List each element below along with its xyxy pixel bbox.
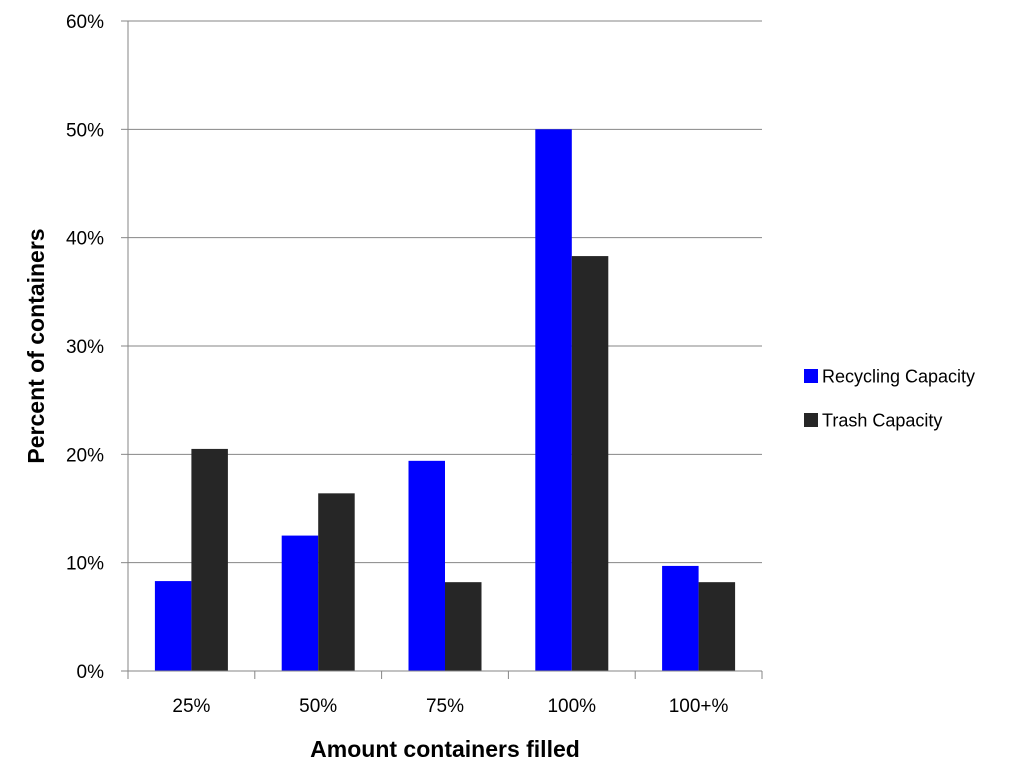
legend-label-recycling: Recycling Capacity (822, 367, 975, 387)
y-tick-label: 20% (66, 445, 104, 466)
bars (154, 129, 736, 672)
x-tick-label: 50% (299, 696, 337, 717)
bar-recycling-3 (535, 129, 572, 672)
legend: Recycling Capacity Trash Capacity (804, 367, 975, 431)
bar-trash-4 (698, 582, 736, 671)
bar-trash-3 (571, 256, 609, 671)
y-tick-label: 10% (66, 554, 104, 575)
bar-recycling-4 (662, 565, 699, 671)
axes (121, 20, 763, 679)
y-tick-label: 0% (77, 662, 105, 683)
y-tick-label: 30% (66, 337, 104, 358)
y-axis-title: Percent of containers (23, 228, 49, 463)
legend-swatch-trash (804, 413, 818, 427)
bar-recycling-1 (281, 535, 319, 671)
y-tick-label: 50% (66, 120, 104, 141)
bar-recycling-0 (154, 581, 192, 671)
x-tick-label: 25% (172, 696, 210, 717)
y-tick-label: 40% (66, 229, 104, 250)
bar-trash-0 (191, 448, 228, 671)
legend-swatch-recycling (804, 369, 818, 383)
x-axis-tick-labels: 25% 50% 75% 100% 100+% (172, 696, 728, 717)
x-tick-label: 75% (426, 696, 464, 717)
y-axis-tick-labels: 0% 10% 20% 30% 40% 50% 60% (66, 12, 104, 683)
bar-trash-2 (445, 582, 482, 671)
legend-label-trash: Trash Capacity (822, 411, 942, 431)
y-tick-label: 60% (66, 12, 104, 33)
x-tick-label: 100% (547, 696, 596, 717)
x-axis-title: Amount containers filled (310, 736, 580, 761)
x-tick-label: 100+% (669, 696, 729, 717)
gridlines (128, 20, 762, 564)
bar-trash-1 (318, 493, 355, 671)
bar-recycling-2 (408, 460, 445, 671)
